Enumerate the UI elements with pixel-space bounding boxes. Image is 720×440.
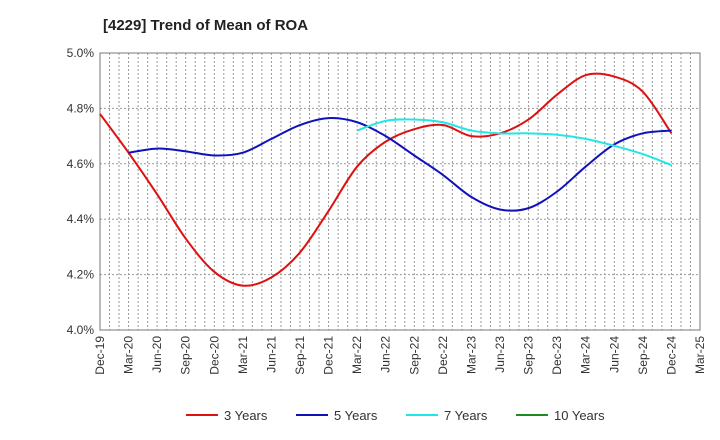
legend-label-3-years: 3 Years bbox=[224, 408, 268, 423]
legend-label-7-years: 7 Years bbox=[444, 408, 488, 423]
y-tick-label: 5.0% bbox=[67, 46, 95, 60]
x-tick-label: Mar-23 bbox=[464, 336, 478, 374]
x-tick-label: Sep-21 bbox=[293, 336, 307, 375]
x-tick-label: Jun-21 bbox=[264, 336, 278, 373]
series-line-7-years bbox=[356, 118, 672, 167]
x-tick-label: Sep-20 bbox=[179, 336, 193, 375]
x-tick-label: Jun-22 bbox=[379, 336, 393, 373]
series-line-3-years bbox=[99, 72, 673, 287]
x-tick-label: Mar-21 bbox=[236, 336, 250, 374]
x-tick-label: Mar-25 bbox=[693, 336, 707, 374]
y-axis: 4.0% 4.2% 4.4% 4.6% 4.8% 5.0% bbox=[67, 46, 95, 337]
x-tick-label: Jun-20 bbox=[150, 336, 164, 373]
x-tick-label: Mar-20 bbox=[122, 336, 136, 374]
legend-label-10-years: 10 Years bbox=[554, 408, 605, 423]
x-tick-label: Jun-23 bbox=[493, 336, 507, 373]
y-tick-label: 4.0% bbox=[67, 323, 95, 337]
series-line-5-years bbox=[128, 117, 672, 212]
x-tick-label: Mar-22 bbox=[350, 336, 364, 374]
y-tick-label: 4.6% bbox=[67, 157, 95, 171]
x-tick-label: Dec-24 bbox=[664, 336, 678, 375]
plot-area bbox=[100, 53, 700, 330]
plot-frame bbox=[99, 52, 701, 331]
y-tick-label: 4.2% bbox=[67, 268, 95, 282]
x-axis: Dec-19 Mar-20 Jun-20 Sep-20 Dec-20 Mar-21 Jun-… bbox=[93, 336, 707, 375]
x-tick-label: Dec-23 bbox=[550, 336, 564, 375]
x-tick-label: Sep-23 bbox=[522, 336, 536, 375]
x-tick-label: Jun-24 bbox=[607, 336, 621, 373]
series-layer bbox=[99, 72, 673, 287]
x-tick-label: Mar-24 bbox=[579, 336, 593, 374]
y-tick-label: 4.8% bbox=[67, 101, 95, 115]
legend-label-5-years: 5 Years bbox=[334, 408, 378, 423]
x-tick-label: Sep-24 bbox=[636, 336, 650, 375]
x-tick-label: Dec-22 bbox=[436, 336, 450, 375]
x-tick-label: Dec-21 bbox=[322, 336, 336, 375]
x-tick-label: Dec-19 bbox=[93, 336, 107, 375]
x-tick-label: Dec-20 bbox=[207, 336, 221, 375]
legend: 3 Years 5 Years 7 Years 10 Years bbox=[186, 408, 605, 423]
chart-title: [4229] Trend of Mean of ROA bbox=[103, 17, 308, 34]
gridlines bbox=[100, 53, 700, 330]
x-tick-label: Sep-22 bbox=[407, 336, 421, 375]
y-tick-label: 4.4% bbox=[67, 212, 95, 226]
